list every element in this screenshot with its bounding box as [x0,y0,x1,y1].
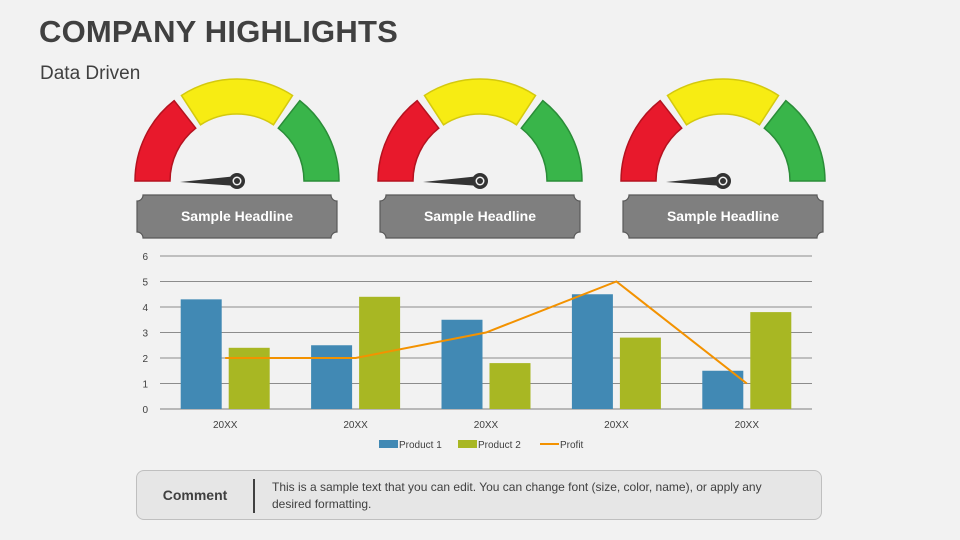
page-title: COMPANY HIGHLIGHTS [39,14,398,49]
x-tick-label: 20XX [604,420,629,431]
legend-label: Product 2 [478,440,521,451]
gauge-low-segment [620,99,683,182]
bar-product-2 [489,363,531,409]
bar-product-1 [702,370,744,409]
gauge-mid-segment [666,78,780,126]
comment-box: Comment This is a sample text that you c… [136,470,822,520]
legend-item: Profit [540,440,584,451]
gauge: Sample Headline [377,78,583,239]
legend-item: Product 2 [458,440,521,451]
bar-product-1 [571,294,613,409]
comment-divider [253,479,255,513]
chart: 0 1 2 3 4 5 6 20XX 20XX 20XX 20XX 20XX Product 1 Prod… [142,252,812,451]
gauge-needle [180,176,237,186]
x-tick-label: 20XX [213,420,238,431]
gauge-hub-center [477,178,483,184]
page-subtitle: Data Driven [40,63,141,84]
y-tick-label: 3 [142,329,148,340]
gauge-low-segment [377,99,440,182]
y-tick-label: 6 [142,252,148,263]
legend-label: Product 1 [399,440,442,451]
x-tick-label: 20XX [735,420,760,431]
y-tick-label: 5 [142,278,148,289]
gauge-needle [423,176,480,186]
bar-product-1 [441,319,483,409]
gauge-low-segment [134,99,197,182]
gauge: Sample Headline [134,78,340,239]
bar-product-2 [750,312,792,409]
headline-banner [379,194,581,239]
gauge-hub-center [720,178,726,184]
gauge-hub-center [234,178,240,184]
y-tick-label: 0 [142,405,148,416]
x-tick-label: 20XX [343,420,368,431]
x-tick-label: 20XX [474,420,499,431]
gauge-high-segment [763,99,826,182]
gauge-headline: Sample Headline [424,208,536,224]
gauge-mid-segment [180,78,294,126]
bar-product-2 [228,347,270,409]
headline-banner [622,194,824,239]
bar-product-1 [311,345,353,409]
headline-banner [136,194,338,239]
comment-text: This is a sample text that you can edit.… [272,480,762,511]
y-tick-label: 1 [142,380,148,391]
legend-swatch [458,440,477,448]
legend-item: Product 1 [379,440,442,451]
y-tick-label: 4 [142,303,148,314]
legend-swatch [379,440,398,448]
gauge-mid-segment [423,78,537,126]
gauge-needle [666,176,723,186]
bar-product-1 [180,299,222,409]
bar-product-2 [619,337,661,409]
y-tick-label: 2 [142,354,148,365]
gauge-headline: Sample Headline [181,208,293,224]
gauge-high-segment [520,99,583,182]
gauge: Sample Headline [620,78,826,239]
legend-label: Profit [560,440,584,451]
comment-label: Comment [162,487,228,503]
gauge-headline: Sample Headline [667,208,779,224]
line-profit [225,280,748,385]
gauge-high-segment [277,99,340,182]
